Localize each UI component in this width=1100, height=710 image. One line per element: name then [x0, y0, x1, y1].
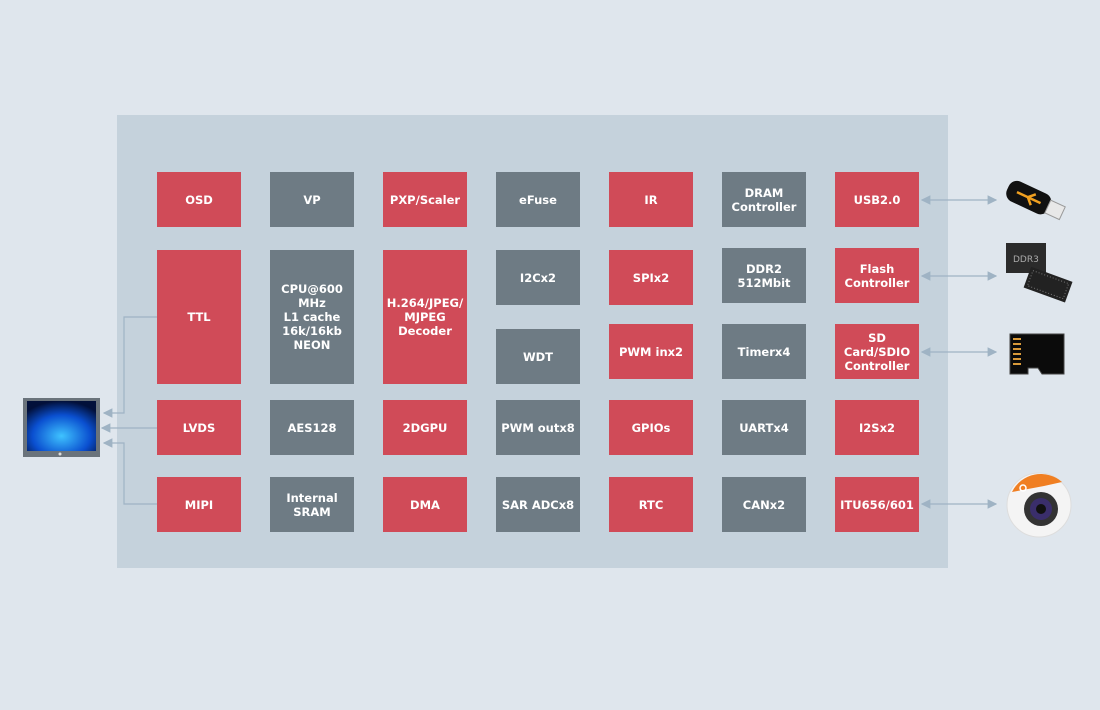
block-ddr2: DDR2 512Mbit: [722, 248, 806, 303]
block-efuse: eFuse: [496, 172, 580, 227]
block-wdt: WDT: [496, 329, 580, 384]
ttl-to-monitor-line: [102, 316, 157, 418]
block-uart: UARTx4: [722, 400, 806, 455]
block-pwm-in: PWM inx2: [609, 324, 693, 379]
camera-icon: [1006, 472, 1072, 538]
block-cpu: CPU@600 MHz L1 cache 16k/16kb NEON: [270, 250, 354, 384]
monitor-icon: [23, 398, 100, 457]
ddr3-label: DDR3: [1013, 255, 1039, 265]
mipi-to-monitor-line: [102, 438, 157, 505]
block-dram-controller: DRAM Controller: [722, 172, 806, 227]
block-usb: USB2.0: [835, 172, 919, 227]
block-ttl: TTL: [157, 250, 241, 384]
block-spi: SPIx2: [609, 250, 693, 305]
block-ir: IR: [609, 172, 693, 227]
block-vp: VP: [270, 172, 354, 227]
block-timer: Timerx4: [722, 324, 806, 379]
block-pwm-out: PWM outx8: [496, 400, 580, 455]
block-gpio: GPIOs: [609, 400, 693, 455]
block-flash-controller: Flash Controller: [835, 248, 919, 303]
block-2dgpu: 2DGPU: [383, 400, 467, 455]
block-i2c: I2Cx2: [496, 250, 580, 305]
block-pxp-scaler: PXP/Scaler: [383, 172, 467, 227]
block-dma: DMA: [383, 477, 467, 532]
block-osd: OSD: [157, 172, 241, 227]
block-mipi: MIPI: [157, 477, 241, 532]
block-sram: Internal SRAM: [270, 477, 354, 532]
block-rtc: RTC: [609, 477, 693, 532]
ddr3-chip-icon: DDR3: [1006, 243, 1073, 303]
block-can: CANx2: [722, 477, 806, 532]
block-decoder: H.264/JPEG/ MJPEG Decoder: [383, 250, 467, 384]
block-aes: AES128: [270, 400, 354, 455]
usb-drive-icon: [1006, 180, 1066, 221]
block-i2s: I2Sx2: [835, 400, 919, 455]
block-lvds: LVDS: [157, 400, 241, 455]
block-itu: ITU656/601: [835, 477, 919, 532]
microsd-card-icon: [1009, 333, 1065, 375]
block-adc: SAR ADCx8: [496, 477, 580, 532]
block-sd-controller: SD Card/SDIO Controller: [835, 324, 919, 379]
